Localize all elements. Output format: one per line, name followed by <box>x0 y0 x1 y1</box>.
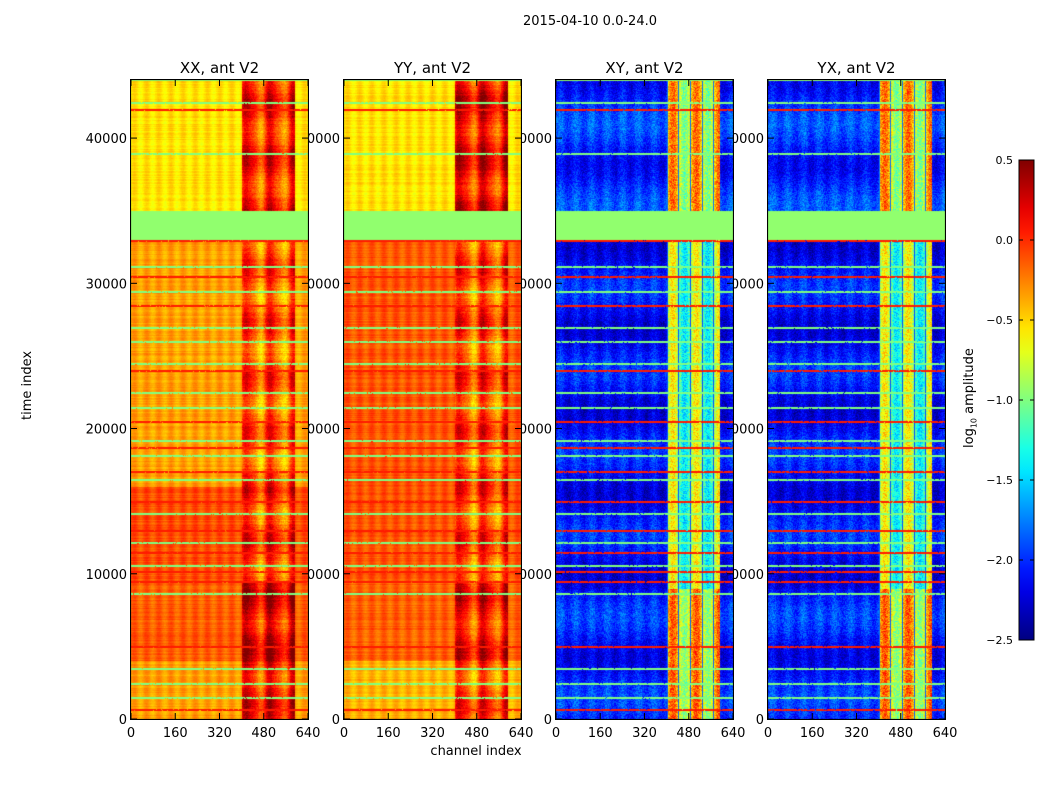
colorbar-tick-label: −2.5 <box>986 634 1013 647</box>
x-tick-label: 480 <box>464 726 489 741</box>
x-tick-label: 0 <box>552 726 560 741</box>
x-tick-label: 0 <box>340 726 348 741</box>
axes-frame <box>130 79 309 720</box>
x-tick-label: 480 <box>251 726 276 741</box>
panel-title: XX, ant V2 <box>179 59 260 77</box>
panel-frame <box>343 79 522 720</box>
y-tick-label: 0 <box>756 713 764 728</box>
axes-frame <box>343 79 522 720</box>
axes-frame <box>767 79 946 720</box>
x-tick-label: 480 <box>676 726 701 741</box>
x-tick-label: 320 <box>207 726 232 741</box>
figure-title: 2015-04-10 0.0-24.0 <box>523 14 657 29</box>
colorbar-label-sub: 10 <box>969 417 979 429</box>
x-tick-label: 640 <box>933 726 958 741</box>
x-tick-label: 160 <box>376 726 401 741</box>
colorbar-tick-label: −0.5 <box>986 314 1013 327</box>
colorbar-tick-label: 0.0 <box>996 234 1014 247</box>
panel-title: XY, ant V2 <box>605 59 684 77</box>
y-tick-label: 20000 <box>86 423 127 438</box>
panel-title: YY, ant V2 <box>393 59 471 77</box>
heatmap-yx <box>768 80 945 719</box>
y-tick-label: 0 <box>544 713 552 728</box>
heatmap-xx <box>131 80 308 719</box>
panel-frame <box>130 79 309 720</box>
y-tick-label: 0 <box>332 713 340 728</box>
x-tick-label: 320 <box>632 726 657 741</box>
colorbar-tick-label: −1.0 <box>986 394 1013 407</box>
colorbar-label-main: log <box>962 428 977 448</box>
x-tick-label: 480 <box>888 726 913 741</box>
heatmap-xy <box>556 80 733 719</box>
x-tick-label: 160 <box>588 726 613 741</box>
y-tick-label: 10000 <box>86 568 127 583</box>
colorbar-tick-label: 0.5 <box>996 154 1014 167</box>
panel-title: YX, ant V2 <box>817 59 896 77</box>
colorbar-tick-label: −1.5 <box>986 474 1013 487</box>
x-tick-label: 320 <box>844 726 869 741</box>
y-tick-label: 40000 <box>86 132 127 147</box>
y-tick-label: 30000 <box>86 277 127 292</box>
x-tick-label: 640 <box>296 726 321 741</box>
x-tick-label: 160 <box>163 726 188 741</box>
colorbar-tick-label: −2.0 <box>986 554 1013 567</box>
colorbar-label-rest: amplitude <box>962 348 977 418</box>
x-tick-label: 160 <box>800 726 825 741</box>
panel-frame <box>767 79 946 720</box>
x-tick-label: 0 <box>764 726 772 741</box>
heatmap-yy <box>344 80 521 719</box>
x-axis-label: channel index <box>430 744 522 759</box>
x-tick-label: 640 <box>721 726 746 741</box>
x-tick-label: 640 <box>509 726 534 741</box>
colorbar-label: log10 amplitude <box>962 348 979 448</box>
x-tick-label: 0 <box>127 726 135 741</box>
y-axis-label: time index <box>20 350 35 420</box>
panel-frame <box>555 79 734 720</box>
y-tick-label: 0 <box>119 713 127 728</box>
axes-frame <box>555 79 734 720</box>
x-tick-label: 320 <box>420 726 445 741</box>
